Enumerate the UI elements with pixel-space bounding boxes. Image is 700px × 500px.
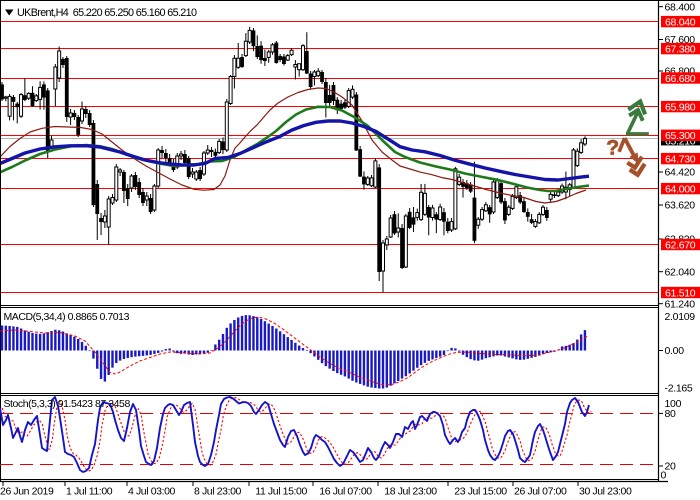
svg-text:26 Jul 07:00: 26 Jul 07:00 <box>514 486 567 498</box>
svg-text:MACD(5,34,4) 0.8865 0.7013: MACD(5,34,4) 0.8865 0.7013 <box>4 311 130 323</box>
svg-text:30 Jul 23:00: 30 Jul 23:00 <box>579 486 632 498</box>
svg-text:?: ? <box>606 137 619 160</box>
svg-text:65.300: 65.300 <box>665 130 696 142</box>
svg-text:20: 20 <box>665 461 677 473</box>
svg-text:4 Jul 03:00: 4 Jul 03:00 <box>128 486 176 498</box>
svg-text:64.000: 64.000 <box>665 184 696 196</box>
svg-text:-2.165: -2.165 <box>665 383 693 395</box>
svg-text:61.510: 61.510 <box>665 287 696 299</box>
svg-text:67.380: 67.380 <box>665 44 696 56</box>
svg-text:68.400: 68.400 <box>665 1 696 13</box>
svg-text:18 Jul 23:00: 18 Jul 23:00 <box>384 486 437 498</box>
svg-text:80: 80 <box>665 408 677 420</box>
svg-text:0.00: 0.00 <box>665 345 685 357</box>
svg-text:65.980: 65.980 <box>665 102 696 114</box>
svg-text:64.420: 64.420 <box>665 167 696 179</box>
svg-text:63.620: 63.620 <box>665 200 696 212</box>
svg-text:8 Jul 23:00: 8 Jul 23:00 <box>194 486 242 498</box>
svg-text:UKBrent,H4 65.220 65.250 65.1: UKBrent,H4 65.220 65.250 65.160 65.210 <box>17 7 197 19</box>
svg-text:0: 0 <box>661 469 667 481</box>
svg-text:62.040: 62.040 <box>665 266 696 278</box>
svg-text:26 Jun 2019: 26 Jun 2019 <box>0 486 54 498</box>
svg-text:68.040: 68.040 <box>665 17 696 29</box>
svg-text:100: 100 <box>665 398 682 410</box>
svg-text:64.730: 64.730 <box>665 154 696 166</box>
svg-text:23 Jul 15:00: 23 Jul 15:00 <box>454 486 507 498</box>
svg-text:66.680: 66.680 <box>665 73 696 85</box>
svg-text:61.240: 61.240 <box>665 298 696 310</box>
svg-text:11 Jul 15:00: 11 Jul 15:00 <box>255 486 307 498</box>
svg-text:2.0109: 2.0109 <box>665 311 696 323</box>
svg-text:62.670: 62.670 <box>665 239 696 251</box>
svg-text:1 Jul 11:00: 1 Jul 11:00 <box>66 486 113 498</box>
svg-text:16 Jul 07:00: 16 Jul 07:00 <box>319 486 372 498</box>
svg-text:Stoch(5,3,3) 91.5423 87.3458: Stoch(5,3,3) 91.5423 87.3458 <box>4 398 131 410</box>
